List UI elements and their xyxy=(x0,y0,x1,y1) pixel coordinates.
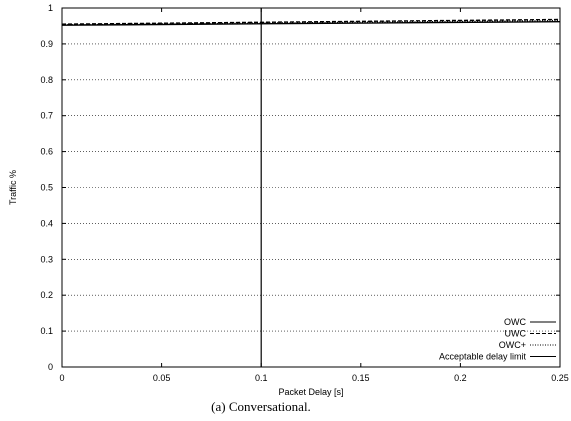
x-tick-label: 0 xyxy=(59,373,64,383)
y-tick-label: 0.8 xyxy=(40,75,53,85)
y-tick-label: 0.2 xyxy=(40,290,53,300)
y-tick-label: 0.6 xyxy=(40,147,53,157)
x-tick-label: 0.1 xyxy=(255,373,268,383)
legend-label: Acceptable delay limit xyxy=(439,352,527,362)
x-tick-label: 0.05 xyxy=(153,373,171,383)
figure-caption: (a) Conversational. xyxy=(211,399,311,414)
x-tick-label: 0.2 xyxy=(454,373,467,383)
series-line-owc- xyxy=(61,19,561,26)
y-tick-label: 0.1 xyxy=(40,326,53,336)
y-tick-label: 0.7 xyxy=(40,111,53,121)
legend-label: OWC xyxy=(504,317,526,327)
legend-label: UWC xyxy=(505,329,527,339)
y-tick-label: 1 xyxy=(48,3,53,13)
y-tick-label: 0.5 xyxy=(40,183,53,193)
y-tick-label: 0.9 xyxy=(40,39,53,49)
y-axis-title: Traffic % xyxy=(8,170,18,205)
series-line-uwc xyxy=(61,18,561,25)
y-tick-label: 0.4 xyxy=(40,218,53,228)
x-tick-label: 0.25 xyxy=(551,373,569,383)
series-layer xyxy=(61,8,561,367)
y-tick-label: 0 xyxy=(48,362,53,372)
x-tick-label: 0.15 xyxy=(352,373,370,383)
legend-label: OWC+ xyxy=(499,340,526,350)
x-axis-title: Packet Delay [s] xyxy=(278,387,343,397)
y-tick-label: 0.3 xyxy=(40,254,53,264)
grid-layer xyxy=(62,43,560,332)
tick-layer: 0 0.1 0.2 0.3 0.4 0.5 0.6 0.7 0.8 0.9 1 0 0.05 0.1 0.1… xyxy=(40,3,568,383)
